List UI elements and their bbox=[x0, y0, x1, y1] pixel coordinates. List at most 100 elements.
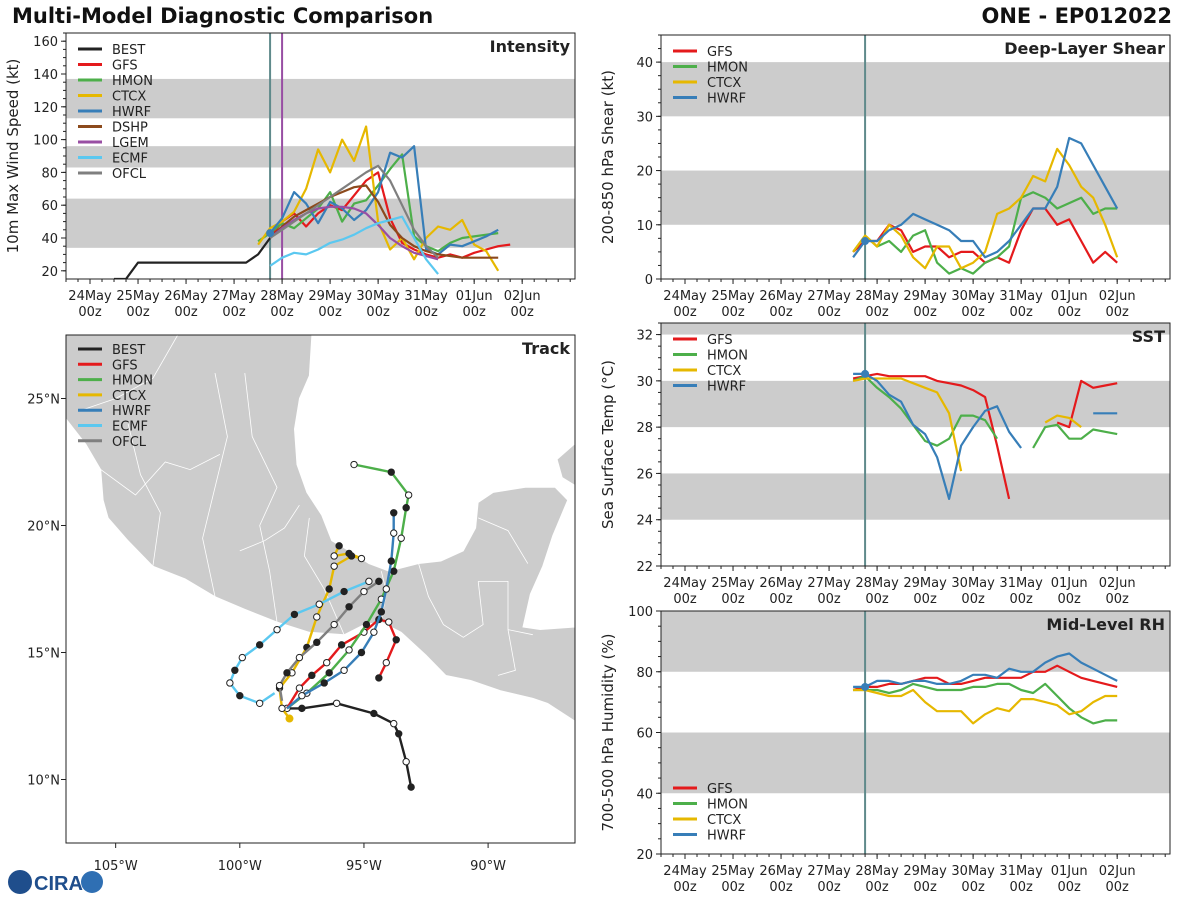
x-tick-label-hour: 00z bbox=[913, 592, 937, 607]
x-tick-label-day: 27May bbox=[212, 289, 256, 304]
track-point-ofcl bbox=[330, 620, 338, 629]
x-tick-label-hour: 00z bbox=[961, 305, 985, 320]
track-point-hwrf bbox=[370, 628, 378, 636]
shaded-band bbox=[661, 732, 1170, 794]
track-point-ofcl bbox=[275, 681, 284, 690]
legend-label-hwrf: HWRF bbox=[707, 92, 746, 107]
track-point-ctcx bbox=[325, 585, 333, 593]
track-point-ofcl bbox=[295, 653, 304, 662]
state-border bbox=[127, 423, 161, 567]
legend-label-best: BEST bbox=[112, 343, 145, 358]
x-tick-label-hour: 00z bbox=[510, 305, 534, 320]
legend-label-hwrf: HWRF bbox=[707, 380, 746, 395]
legend-label-hmon: HMON bbox=[707, 798, 748, 813]
series-line-dshp bbox=[269, 184, 499, 259]
x-tick-label-day: 26May bbox=[759, 864, 803, 879]
series-line-ctcx bbox=[852, 147, 1119, 270]
x-tick-label-day: 28May bbox=[855, 864, 899, 879]
track-point-best bbox=[407, 783, 415, 791]
series-line-hmon bbox=[852, 191, 1118, 275]
legend-label-gfs: GFS bbox=[707, 333, 733, 348]
lon-tick-label: 100°W bbox=[218, 859, 262, 874]
track-point-gfs bbox=[337, 641, 346, 649]
track-point-gfs bbox=[392, 636, 400, 644]
x-tick-label-day: 01Jun bbox=[1051, 576, 1088, 591]
y-tick-label: 24 bbox=[636, 514, 653, 529]
x-tick-label-hour: 00z bbox=[817, 880, 841, 895]
x-tick-label-hour: 00z bbox=[913, 305, 937, 320]
panel-title: SST bbox=[1132, 327, 1165, 346]
track-point-hmon bbox=[387, 468, 395, 476]
track-point-hwrf bbox=[387, 557, 395, 565]
y-axis-label: 700-500 hPa Humidity (%) bbox=[599, 633, 617, 831]
lon-tick-label: 95°W bbox=[346, 859, 382, 874]
x-tick-label-day: 27May bbox=[807, 864, 851, 879]
y-tick-label: 0 bbox=[645, 273, 653, 288]
x-tick-label-day: 27May bbox=[807, 289, 851, 304]
track-point-ctcx bbox=[313, 613, 321, 621]
track-point-ecmf bbox=[273, 625, 281, 634]
track-point-ecmf bbox=[290, 610, 299, 619]
y-axis-label: 10m Max Wind Speed (kt) bbox=[4, 59, 22, 254]
panel-4: 2040608010024May00z25May00z26May00z27May… bbox=[599, 605, 1171, 895]
x-tick-label-hour: 00z bbox=[1057, 592, 1081, 607]
plot-frame bbox=[660, 322, 1171, 567]
legend-label-hmon: HMON bbox=[112, 74, 153, 89]
track-point-ecmf bbox=[365, 577, 373, 586]
y-tick-label: 80 bbox=[41, 166, 58, 181]
initial-point-marker bbox=[861, 237, 870, 246]
x-tick-label-day: 25May bbox=[711, 576, 755, 591]
chart-title: Multi-Model Diagnostic Comparison bbox=[12, 4, 434, 28]
shaded-band bbox=[661, 611, 1170, 672]
state-border bbox=[303, 517, 345, 635]
x-tick-label-hour: 00z bbox=[1009, 592, 1033, 607]
panel-title: Mid-Level RH bbox=[1046, 615, 1165, 634]
track-point-best bbox=[395, 730, 403, 738]
series-line-ofcl bbox=[269, 164, 439, 259]
state-border bbox=[507, 629, 533, 636]
x-tick-label-hour: 00z bbox=[1057, 305, 1081, 320]
shaded-band bbox=[66, 78, 575, 119]
x-tick-label-hour: 00z bbox=[222, 305, 246, 320]
legend-label-ctcx: CTCX bbox=[112, 389, 146, 404]
lat-tick-label: 25°N bbox=[27, 393, 60, 408]
y-tick-label: 120 bbox=[33, 101, 58, 116]
track-point-gfs bbox=[375, 674, 383, 682]
track-point-gfs bbox=[308, 671, 316, 680]
y-tick-label: 60 bbox=[41, 199, 58, 214]
track-point-hmon bbox=[404, 491, 413, 499]
x-tick-label-day: 26May bbox=[759, 576, 803, 591]
x-tick-label-day: 31May bbox=[404, 289, 448, 304]
x-tick-label-hour: 00z bbox=[270, 305, 294, 320]
y-tick-label: 32 bbox=[636, 329, 653, 344]
x-tick-label-day: 30May bbox=[356, 289, 400, 304]
state-border bbox=[418, 563, 484, 638]
x-tick-label-day: 02Jun bbox=[1099, 576, 1136, 591]
x-tick-label-day: 24May bbox=[663, 576, 707, 591]
track-point-hwrf bbox=[320, 679, 328, 687]
series-line-ctcx bbox=[853, 688, 1118, 725]
track-point-ecmf bbox=[226, 679, 234, 687]
track-point-ecmf bbox=[238, 653, 246, 662]
y-tick-label: 100 bbox=[628, 605, 653, 620]
initial-point-marker bbox=[861, 682, 870, 691]
track-point-gfs bbox=[323, 658, 331, 667]
x-tick-label-day: 01Jun bbox=[1051, 289, 1088, 304]
series-group bbox=[114, 125, 511, 279]
shaded-band bbox=[661, 62, 1170, 117]
plot-frame bbox=[65, 334, 576, 844]
x-tick-label-hour: 00z bbox=[1105, 305, 1129, 320]
track-point-hwrf bbox=[382, 585, 390, 593]
x-tick-label-day: 30May bbox=[951, 289, 995, 304]
y-tick-label: 30 bbox=[636, 375, 653, 390]
landmass-cuba bbox=[557, 444, 575, 485]
x-tick-label-hour: 00z bbox=[414, 305, 438, 320]
legend-label-lgem: LGEM bbox=[112, 136, 149, 151]
x-tick-label-hour: 00z bbox=[721, 880, 745, 895]
track-point-hmon bbox=[397, 534, 405, 542]
x-tick-label-hour: 00z bbox=[366, 305, 390, 320]
x-tick-label-day: 25May bbox=[116, 289, 160, 304]
track-point-ecmf bbox=[231, 666, 239, 674]
x-tick-label-hour: 00z bbox=[1105, 880, 1129, 895]
